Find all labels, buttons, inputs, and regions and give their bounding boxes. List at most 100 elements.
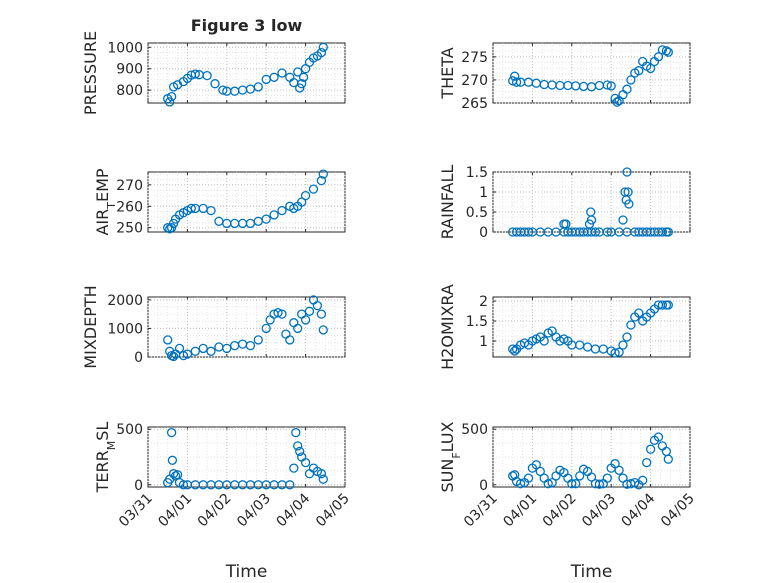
data-point: [261, 214, 271, 224]
data-point: [638, 475, 648, 485]
x-tick-label: 04/04: [274, 490, 314, 530]
data-point: [291, 427, 301, 438]
data-point: [285, 335, 295, 345]
y-tick-label: 1.5: [466, 314, 488, 330]
data-point: [586, 472, 597, 482]
data-point: [316, 469, 327, 479]
data-point: [210, 79, 220, 89]
data-point: [165, 97, 175, 107]
data-point: [168, 351, 179, 362]
data-point: [316, 309, 327, 319]
data-point: [297, 79, 307, 89]
y-tick-label: 260: [116, 199, 143, 215]
data-point: [510, 470, 520, 480]
y-axis-label: THETA: [438, 47, 457, 99]
y-tick-label: 0: [479, 478, 488, 494]
data-point: [198, 343, 208, 354]
data-point: [653, 432, 664, 442]
data-point: [168, 469, 179, 479]
data-point: [657, 45, 668, 55]
data-point: [289, 463, 299, 473]
data-point: [642, 457, 652, 468]
data-point: [174, 343, 185, 354]
data-point: [285, 480, 295, 490]
data-point: [273, 308, 283, 318]
y-tick-label: 275: [461, 50, 488, 66]
data-point: [277, 309, 287, 319]
data-point: [531, 460, 541, 470]
data-point: [277, 205, 287, 216]
data-point: [626, 320, 636, 330]
data-point: [539, 336, 549, 346]
chart-title: Figure 3 low: [191, 16, 303, 35]
x-tick-label: 04/03: [579, 491, 619, 531]
y-tick-label: 0: [134, 478, 143, 494]
y-tick-label: 250: [116, 221, 143, 237]
data-point: [202, 70, 212, 81]
data-point: [612, 97, 622, 107]
data-point: [186, 203, 196, 214]
data-point: [626, 75, 636, 85]
data-point: [614, 465, 624, 475]
data-point: [663, 47, 673, 57]
data-point: [523, 473, 534, 483]
data-point: [571, 479, 581, 489]
data-point: [657, 227, 668, 237]
data-point: [269, 210, 279, 220]
data-point: [561, 219, 571, 229]
data-point: [295, 83, 305, 93]
y-axis-label: SUNFLUX: [438, 421, 463, 492]
y-tick-label: 800: [116, 83, 143, 99]
panel-h2omixra: 1 1.5 2 H2OMIXRA: [438, 284, 691, 370]
data-point: [623, 187, 633, 197]
data-point: [510, 346, 520, 356]
x-tick-label: 04/02: [195, 491, 235, 531]
x-tick-label: 04/04: [619, 490, 659, 530]
data-point: [206, 346, 216, 356]
y-tick-label: 270: [116, 178, 143, 194]
data-point: [663, 300, 673, 310]
data-point: [167, 455, 178, 465]
data-point: [634, 308, 644, 318]
data-point: [653, 52, 664, 62]
data-point: [300, 457, 311, 468]
data-point: [318, 169, 328, 179]
data-point: [624, 199, 634, 209]
data-point: [602, 80, 612, 90]
y-tick-label: 900: [116, 62, 143, 78]
data-point: [535, 466, 545, 477]
x-tick-label: 03/31: [461, 491, 501, 531]
data-point: [590, 227, 601, 237]
y-tick-label: 1.5: [466, 165, 488, 181]
x-tick-label: 04/05: [313, 491, 353, 531]
panel-pressure: 800 900 1000 PRESSURE Figure 3 low: [81, 16, 346, 115]
panel-mixdepth: 0 1000 2000 MIXDEPTH: [81, 285, 346, 369]
data-point: [166, 91, 177, 102]
y-axis-label: RAINFALL: [438, 165, 457, 240]
y-tick-label: 0.5: [466, 205, 488, 221]
data-point: [663, 454, 673, 464]
data-point: [312, 300, 323, 311]
data-point: [318, 325, 328, 335]
data-point: [261, 323, 271, 334]
data-point: [182, 349, 193, 359]
data-point: [178, 480, 189, 490]
data-point: [622, 167, 632, 177]
data-point: [606, 81, 616, 91]
data-point: [166, 223, 177, 233]
data-point: [586, 215, 597, 225]
x-tick-label: 04/01: [500, 491, 540, 531]
y-axis-label: H2OMIXRA: [438, 284, 457, 370]
data-point: [318, 42, 328, 52]
x-axis-label: Time: [570, 562, 613, 582]
data-point: [308, 184, 319, 194]
data-point: [547, 477, 557, 488]
data-point: [318, 474, 328, 484]
x-tick-label: 04/01: [155, 491, 195, 531]
data-point: [622, 84, 632, 94]
data-point: [218, 85, 228, 95]
y-tick-label: 0: [479, 225, 488, 241]
y-tick-label: 265: [461, 96, 488, 112]
data-point: [575, 471, 585, 481]
data-point: [293, 441, 303, 451]
